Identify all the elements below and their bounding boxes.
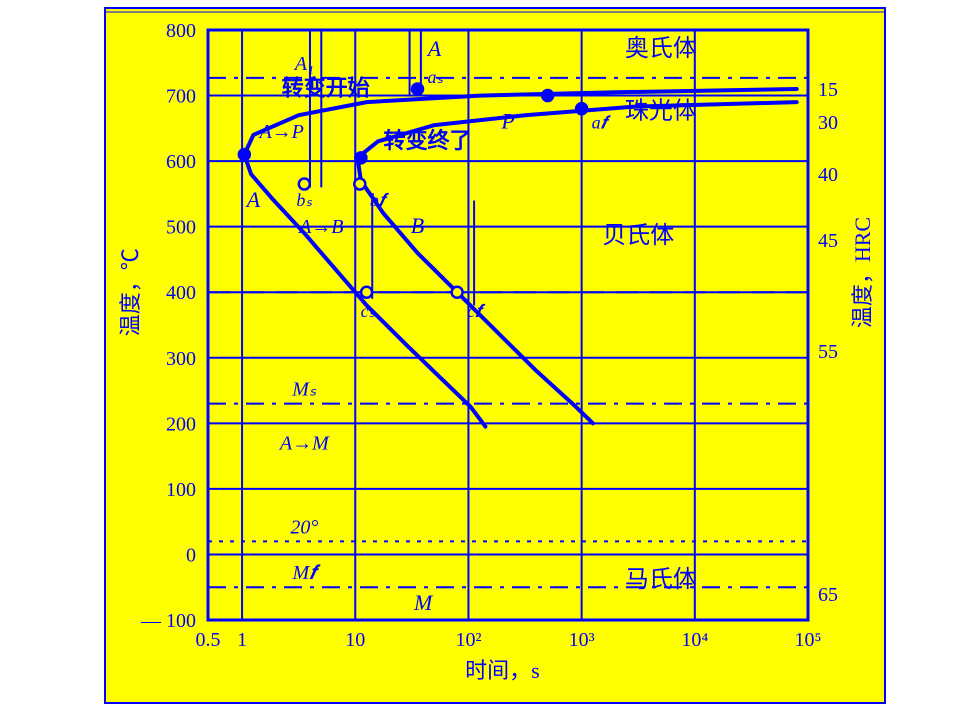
marker-label-as: aₛ [428, 67, 444, 87]
curve-label-finish: 转变终了 [384, 128, 472, 153]
region-label-10: M [413, 590, 434, 615]
y-tick-label: 0 [186, 544, 196, 566]
x-tick-label: 1 [237, 629, 247, 651]
y-tick-label: 200 [166, 413, 196, 435]
region-label-5: A [245, 187, 261, 212]
y2-tick-label: 45 [818, 230, 838, 252]
panel [105, 8, 885, 703]
diagram-root: — 100 0 100 200 300 400 500 600 700 800 0.5 1 10 10² 1… [0, 0, 960, 720]
ref-label-Ms: Mₛ [291, 379, 317, 401]
y2-tick-label: 15 [818, 79, 838, 101]
region-label-8: 贝氏体 [602, 222, 674, 249]
y-tick-label: 700 [166, 86, 196, 108]
y-tick-label: 400 [166, 282, 196, 304]
marker-label-cs: cₛ [361, 301, 376, 321]
y-tick-label: 100 [166, 479, 196, 501]
y-tick-label: 300 [166, 348, 196, 370]
region-label-11: 马氏体 [625, 566, 697, 593]
marker-as [412, 84, 423, 95]
y-tick-label: 800 [166, 20, 196, 42]
marker-nose [239, 149, 250, 160]
marker-Bdot [355, 152, 366, 163]
x-tick-label: 10² [455, 629, 481, 651]
y2-tick-label: 55 [818, 341, 838, 363]
y-tick-label: — 100 [140, 610, 196, 632]
region-label-6: A→B [297, 216, 343, 238]
y-tick-label: 500 [166, 217, 196, 239]
region-label-9: A→M [278, 433, 330, 455]
x-tick-label: 10 [345, 629, 365, 651]
marker-cf [452, 287, 463, 298]
marker-af2 [542, 90, 553, 101]
region-label-7: B [411, 213, 424, 238]
y2-axis-label: 温度，HRC [850, 217, 875, 328]
x-axis-label: 时间，s [465, 658, 540, 683]
marker-bf [354, 179, 365, 190]
x-tick-label: 10⁵ [795, 629, 822, 651]
x-tick-label: 0.5 [196, 629, 221, 651]
marker-af [576, 103, 587, 114]
curve-label-start: 转变开始 [282, 76, 370, 101]
marker-cs [361, 287, 372, 298]
y-axis-label: 温度，℃ [118, 248, 143, 336]
region-label-0: A [426, 36, 442, 61]
x-tick-label: 10⁴ [681, 629, 708, 651]
y2-tick-label: 30 [818, 112, 838, 134]
y2-tick-label: 40 [818, 164, 838, 186]
ref-label-20C: 20° [290, 516, 318, 538]
y2-tick-label: 65 [818, 584, 838, 606]
marker-bs [299, 179, 310, 190]
region-label-1: 奥氏体 [625, 35, 697, 62]
y-tick-label: 600 [166, 151, 196, 173]
x-tick-label: 10³ [569, 629, 595, 651]
region-label-4: A→P [257, 121, 303, 143]
marker-label-bs: bₛ [296, 190, 312, 210]
region-label-3: P [500, 108, 514, 133]
region-label-2: 珠光体 [625, 98, 697, 125]
